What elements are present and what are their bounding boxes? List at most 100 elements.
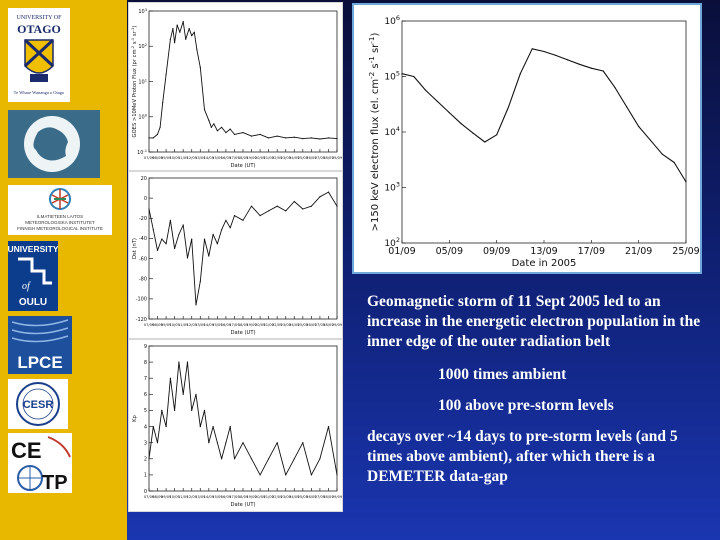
x-tick-label: 13/09	[195, 323, 206, 327]
x-tick-label: 24/09	[289, 495, 300, 499]
data-point	[233, 458, 236, 460]
data-point	[221, 126, 223, 128]
data-point	[208, 442, 210, 444]
series-line	[148, 191, 338, 306]
x-tick-label: 13/09	[530, 246, 557, 257]
data-point	[310, 474, 312, 476]
x-tick-label: 18/09	[238, 495, 249, 499]
lpce-logo: LPCE	[8, 316, 72, 374]
data-point	[161, 238, 163, 240]
x-tick-label: 20/09	[255, 156, 266, 160]
data-point	[519, 73, 521, 75]
otago-motto-text: Te Whare Wananga o Otago	[14, 90, 65, 95]
data-point	[259, 133, 261, 135]
x-tick-label: 20/09	[255, 495, 266, 499]
x-tick-label: 22/09	[272, 495, 283, 499]
data-point	[156, 442, 159, 444]
fmi-line2-text: METEOROLOGISKA INSTITUTET	[25, 220, 95, 225]
x-tick-label: 25/09	[298, 156, 309, 160]
x-tick-label: 17/09	[229, 156, 240, 160]
x-tick-label: 16/09	[221, 156, 232, 160]
y-tick-label: 7	[144, 376, 147, 382]
x-tick-label: 18/09	[238, 156, 249, 160]
x-tick-label: 12/09	[187, 495, 198, 499]
x-tick-label: 20/09	[255, 323, 266, 327]
x-tick-label: 21/09	[263, 495, 274, 499]
data-point	[225, 442, 227, 444]
data-point	[229, 227, 231, 229]
x-tick-label: 07/09	[144, 495, 155, 499]
chart-panel-electron: 106 105 104 103 102 01/09 05/09 09/09 13/09 17/09…	[352, 3, 702, 274]
data-point	[425, 89, 427, 91]
data-point	[614, 87, 616, 89]
data-point	[507, 106, 510, 108]
data-point	[250, 135, 253, 137]
otago-logo: UNIVERSITY OF OTAGO Te Whare Wananga o O…	[8, 8, 70, 102]
data-point	[203, 109, 206, 111]
data-point	[182, 393, 184, 395]
data-point	[276, 205, 278, 207]
data-point	[165, 426, 167, 428]
data-point	[210, 126, 212, 128]
data-point	[233, 133, 236, 135]
cetp-tp-text: TP	[42, 472, 68, 493]
data-point	[567, 59, 569, 61]
data-point	[225, 132, 227, 134]
data-point	[250, 458, 253, 460]
data-point	[203, 238, 206, 240]
data-point	[302, 442, 304, 444]
data-point	[336, 474, 338, 476]
data-point	[185, 38, 187, 40]
y-tick-label: 102	[138, 43, 147, 50]
data-point	[191, 238, 193, 240]
data-point	[401, 73, 403, 75]
logo-sidebar: UNIVERSITY OF OTAGO Te Whare Wananga o O…	[0, 0, 127, 540]
oulu-logo: UNIVERSITY of OULU	[8, 241, 58, 311]
y-tick-label: 104	[384, 125, 400, 138]
data-point	[178, 361, 180, 363]
data-point	[293, 458, 295, 460]
data-point	[229, 426, 231, 428]
data-point	[472, 132, 474, 134]
x-axis-label: Date (UT)	[230, 330, 255, 336]
x-tick-label: 25/09	[672, 246, 699, 257]
y-tick-label: 20	[141, 176, 147, 182]
data-point	[626, 106, 628, 108]
x-tick-label: 10/09	[169, 323, 180, 327]
x-axis-label: Date (UT)	[230, 163, 255, 169]
data-point	[242, 132, 244, 134]
y-tick-label: 102	[384, 236, 400, 249]
plot-frame	[148, 345, 338, 492]
data-point	[208, 255, 210, 257]
x-tick-label: 29/09	[332, 156, 342, 160]
fmi-line3-text: FINNISH METEOROLOGICAL INSTITUTE	[17, 226, 103, 231]
data-point	[531, 48, 533, 50]
data-point	[285, 210, 287, 212]
data-point	[685, 181, 687, 183]
data-point	[268, 210, 270, 212]
proton-flux-chart: 103 102 101 100 10-107/0908/0909/0910/0911/0…	[131, 8, 342, 169]
plot-frame	[148, 10, 338, 153]
x-tick-label: 23/09	[281, 495, 292, 499]
data-point	[148, 208, 150, 210]
x-tick-label: 28/09	[323, 323, 334, 327]
y-tick-label: 8	[144, 360, 147, 366]
y-tick-label: 0	[144, 489, 147, 495]
data-point	[165, 243, 167, 245]
data-point	[191, 409, 193, 411]
data-point	[448, 112, 450, 114]
x-tick-label: 07/09	[144, 156, 155, 160]
data-point	[221, 229, 223, 231]
x-tick-label: 09/09	[161, 323, 172, 327]
x-tick-label: 29/09	[332, 323, 342, 327]
x-tick-label: 08/09	[152, 495, 163, 499]
x-tick-label: 15/09	[212, 495, 223, 499]
cetp-ce-text: CE	[11, 438, 42, 463]
data-point	[195, 304, 197, 306]
x-tick-label: 23/09	[281, 323, 292, 327]
data-point	[182, 21, 184, 23]
y-tick-label: -120	[136, 317, 147, 323]
data-point	[319, 138, 321, 140]
data-point	[172, 28, 174, 30]
decay-description: decays over ~14 days to pre-storm levels…	[367, 428, 678, 485]
